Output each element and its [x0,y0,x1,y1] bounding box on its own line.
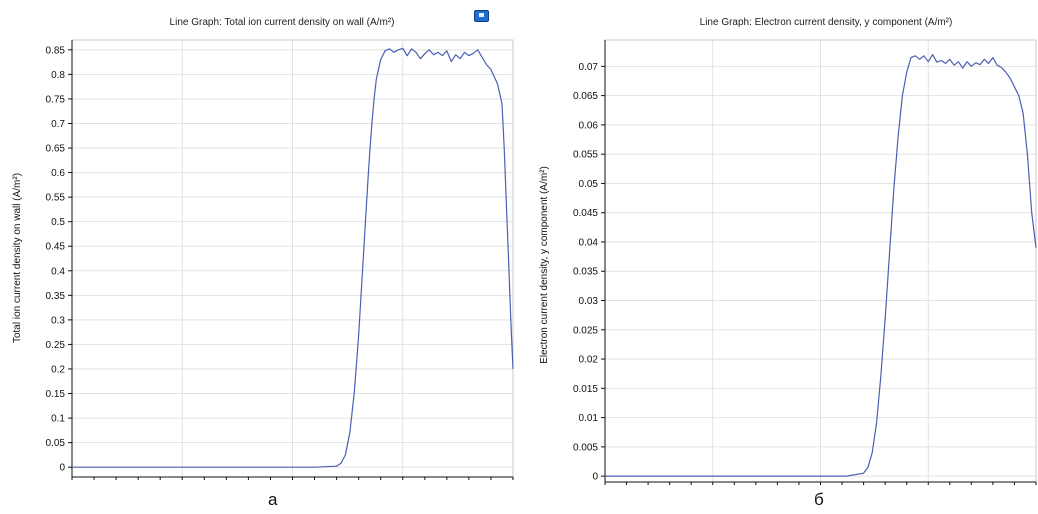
export-image-icon[interactable] [474,10,489,22]
y-tick-label: 0.4 [51,266,65,277]
y-tick-label: 0.75 [46,94,66,105]
chart-a-title: Line Graph: Total ion current density on… [170,17,395,28]
y-tick-label: 0 [59,463,65,474]
y-tick-label: 0.04 [579,237,599,248]
y-tick-label: 0.15 [46,389,66,400]
caption-a: а [268,490,278,509]
y-tick-label: 0.035 [573,267,598,278]
chart-b-title: Line Graph: Electron current density, y … [700,17,953,28]
chart-panel-a: Line Graph: Total ion current density on… [12,10,514,509]
y-tick-label: 0.01 [579,413,599,424]
y-tick-label: 0.045 [573,208,598,219]
y-tick-label: 0.7 [51,119,65,130]
series-line-a-0 [72,47,514,468]
y-tick-label: 0.5 [51,217,65,228]
y-tick-label: 0.07 [579,62,599,73]
chart-a-svg: Line Graph: Total ion current density on… [12,17,514,480]
y-tick-label: 0.25 [46,340,66,351]
series-line-b-0 [605,53,1037,477]
y-tick-label: 0.45 [46,242,66,253]
y-tick-label: 0.55 [46,193,66,204]
y-tick-label: 0.055 [573,150,598,161]
y-tick-label: 0.065 [573,91,598,102]
chart-b-ylabel: Electron current density, y component (A… [539,166,550,364]
y-tick-label: 0.6 [51,168,65,179]
chart-a-ylabel: Total ion current density on wall (A/m²) [12,173,23,343]
y-tick-label: 0.005 [573,442,598,453]
y-tick-label: 0.025 [573,325,598,336]
y-tick-label: 0 [592,472,598,483]
y-tick-label: 0.85 [46,45,66,56]
chart-b-svg: Line Graph: Electron current density, y … [539,17,1037,485]
y-tick-label: 0.05 [46,438,66,449]
y-tick-label: 0.3 [51,315,65,326]
caption-b: б [814,490,824,509]
chart-panel-b: Line Graph: Electron current density, y … [519,0,1038,514]
y-tick-label: 0.03 [579,296,599,307]
y-tick-label: 0.05 [579,179,599,190]
y-tick-label: 0.8 [51,70,65,81]
y-tick-label: 0.06 [579,120,599,131]
y-tick-label: 0.1 [51,414,65,425]
y-tick-label: 0.65 [46,144,66,155]
y-tick-label: 0.02 [579,355,599,366]
y-tick-label: 0.2 [51,364,65,375]
y-tick-label: 0.015 [573,384,598,395]
y-tick-label: 0.35 [46,291,66,302]
